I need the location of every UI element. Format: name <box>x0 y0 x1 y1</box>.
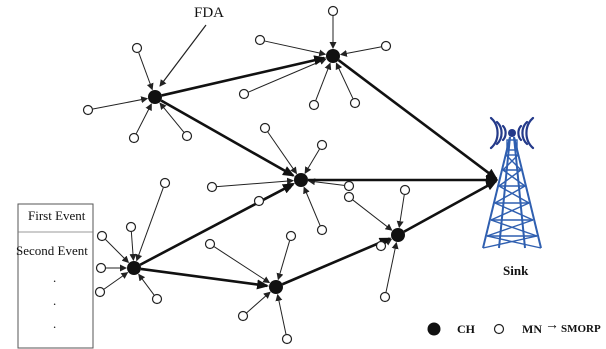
member-node <box>375 240 387 252</box>
member-node <box>125 221 137 233</box>
member-node <box>254 34 266 46</box>
member-node <box>237 310 249 322</box>
mn-link-arrow <box>267 131 298 175</box>
legend-smorp-label: SMORP <box>561 323 601 335</box>
ch-route-arrow <box>139 183 295 266</box>
cluster-head-node <box>269 280 283 294</box>
ch-route-arrow <box>281 237 392 286</box>
mn-link-arrow <box>303 186 321 226</box>
mn-link-arrow <box>159 102 185 133</box>
ellipsis-dot: . <box>53 316 57 331</box>
mn-link-arrow <box>213 246 271 284</box>
member-node <box>379 291 391 303</box>
member-node <box>204 238 216 250</box>
mn-link-arrow <box>304 149 320 174</box>
member-node <box>82 104 94 116</box>
legend-mn-node <box>493 323 505 335</box>
member-node <box>181 130 193 142</box>
mn-link-arrow <box>92 96 149 110</box>
ellipsis-dot: . <box>53 270 57 285</box>
member-node <box>343 191 355 203</box>
mn-link-arrow <box>105 239 130 264</box>
ch-route-arrow <box>160 99 295 177</box>
sink-tower-icon <box>482 116 542 249</box>
fda-pointer-arrow <box>159 24 207 87</box>
member-node <box>96 230 108 242</box>
member-node <box>316 224 328 236</box>
mn-link-arrow <box>135 103 152 134</box>
mn-link-arrow <box>339 46 382 57</box>
mn-link-arrow <box>216 177 295 188</box>
mn-link-arrow <box>135 187 164 262</box>
mn-link-arrow <box>385 241 399 293</box>
mn-link-arrow <box>246 291 271 314</box>
second-event-label: Second Event <box>16 243 88 258</box>
cluster-head-node <box>294 173 308 187</box>
mn-link-arrow <box>138 273 155 296</box>
mn-link-arrow <box>276 240 291 281</box>
ch-route-arrow <box>161 55 327 97</box>
cluster-head-node <box>148 90 162 104</box>
mn-link-arrow <box>307 178 345 186</box>
mn-link-arrow <box>103 272 129 290</box>
ch-route-arrow <box>337 59 498 180</box>
legend-ch-label: CH <box>457 322 475 336</box>
member-node <box>95 262 107 274</box>
mn-link-arrow <box>352 199 393 231</box>
ch-route-arrow <box>403 179 498 233</box>
member-node <box>380 40 392 52</box>
member-node <box>206 181 218 193</box>
member-node <box>151 293 163 305</box>
mn-link-arrow <box>335 62 354 99</box>
fda-label: FDA <box>194 5 225 21</box>
member-node <box>281 333 293 345</box>
mn-link-arrow <box>264 40 327 57</box>
legend-arrow: → <box>545 318 559 333</box>
mn-link-arrow <box>396 194 405 229</box>
event-box <box>17 203 94 349</box>
member-node <box>343 180 355 192</box>
ellipsis-dot: . <box>53 293 57 308</box>
member-node <box>259 122 271 134</box>
mn-link-arrow <box>275 293 287 335</box>
legend-mn-label: MN <box>522 322 542 336</box>
member-node <box>128 132 140 144</box>
member-node <box>327 5 339 17</box>
member-node <box>253 195 265 207</box>
first-event-label: First Event <box>28 208 86 223</box>
member-node <box>159 177 171 189</box>
member-node <box>94 286 106 298</box>
mn-link-arrow <box>129 231 137 262</box>
cluster-head-node <box>391 228 405 242</box>
member-node <box>349 97 361 109</box>
member-node <box>131 42 143 54</box>
member-node <box>285 230 297 242</box>
member-node <box>308 99 320 111</box>
member-node <box>238 88 250 100</box>
member-node <box>399 184 411 196</box>
mn-link-arrow <box>315 62 332 101</box>
sink-label: Sink <box>503 263 529 278</box>
ch-route-arrow <box>140 267 270 290</box>
cluster-head-node <box>127 261 141 275</box>
mn-link-arrow <box>138 52 154 91</box>
member-node <box>316 139 328 151</box>
legend-ch-node <box>427 322 441 336</box>
mn-link-arrow <box>248 58 327 93</box>
cluster-head-node <box>326 49 340 63</box>
